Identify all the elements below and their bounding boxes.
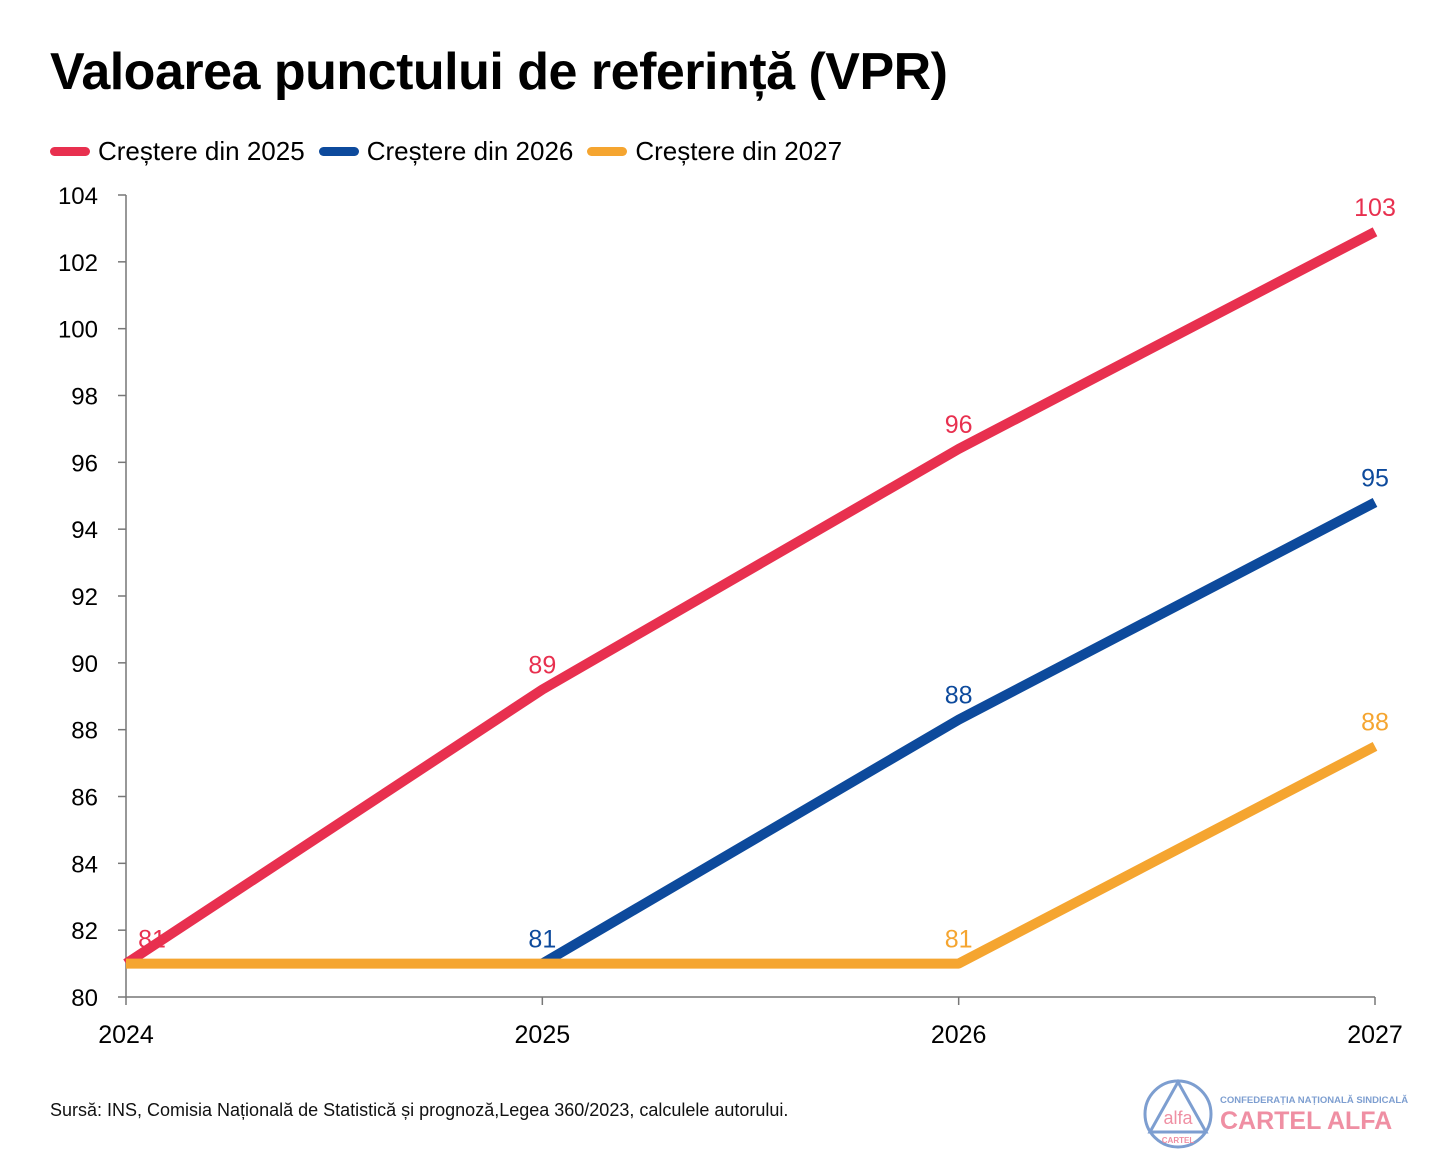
data-label: 81 bbox=[945, 926, 973, 954]
y-tick-label: 86 bbox=[71, 785, 98, 812]
series-line-1 bbox=[123, 227, 1378, 968]
y-tick-label: 80 bbox=[71, 985, 98, 1012]
legend: Creștere din 2025 Creștere din 2026 Crește… bbox=[50, 136, 842, 167]
y-tick-label: 96 bbox=[71, 450, 98, 477]
data-label: 96 bbox=[945, 411, 973, 439]
logo-emblem-text: alfa bbox=[1163, 1108, 1193, 1128]
y-tick-label: 84 bbox=[71, 851, 98, 878]
y-tick-label: 92 bbox=[71, 584, 98, 611]
legend-swatch bbox=[587, 147, 628, 156]
y-tick-label: 82 bbox=[71, 918, 98, 945]
logo-name: CARTEL ALFA bbox=[1220, 1107, 1393, 1135]
y-tick-label: 100 bbox=[58, 317, 98, 344]
data-label: 88 bbox=[945, 682, 973, 710]
x-tick-label: 2026 bbox=[931, 1021, 987, 1049]
data-label: 95 bbox=[1361, 464, 1389, 492]
legend-item: Creștere din 2025 bbox=[50, 136, 305, 167]
y-tick-label: 98 bbox=[71, 384, 98, 411]
x-tick-label: 2025 bbox=[515, 1021, 571, 1049]
legend-item: Creștere din 2027 bbox=[587, 136, 842, 167]
y-tick-label: 94 bbox=[71, 517, 98, 544]
legend-swatch bbox=[50, 147, 90, 156]
y-tick-label: 90 bbox=[71, 651, 98, 678]
y-tick-label: 102 bbox=[58, 250, 98, 277]
series-line-3 bbox=[126, 741, 1378, 969]
legend-item: Creștere din 2026 bbox=[318, 136, 574, 167]
y-tick-label: 88 bbox=[71, 718, 98, 745]
chart-title: Valoarea punctului de referință (VPR) bbox=[50, 43, 948, 101]
data-label: 81 bbox=[528, 926, 556, 954]
series-line-2 bbox=[539, 498, 1378, 968]
logo-subtitle: CONFEDERAȚIA NAȚIONALĂ SINDICALĂ bbox=[1220, 1095, 1409, 1106]
data-label: 103 bbox=[1354, 194, 1396, 222]
legend-label: Creștere din 2027 bbox=[635, 136, 843, 166]
x-tick-label: 2024 bbox=[98, 1021, 154, 1049]
source-note: Sursă: INS, Comisia Națională de Statist… bbox=[50, 1100, 789, 1120]
y-tick-label: 104 bbox=[58, 183, 98, 210]
logo-emblem-icon: alfa CARTEL bbox=[1143, 1078, 1213, 1149]
legend-label: Creștere din 2026 bbox=[366, 136, 574, 166]
data-label: 88 bbox=[1361, 708, 1389, 736]
legend-label: Creștere din 2025 bbox=[98, 136, 305, 166]
data-label: 89 bbox=[528, 652, 556, 680]
data-label: 81 bbox=[138, 926, 166, 954]
legend-swatch bbox=[318, 147, 359, 156]
logo-emblem-subtext: CARTEL bbox=[1162, 1136, 1195, 1145]
cartel-alfa-logo: alfa CARTEL CONFEDERAȚIA NAȚIONALĂ SINDI… bbox=[1142, 1078, 1422, 1153]
x-tick-label: 2027 bbox=[1347, 1021, 1403, 1049]
